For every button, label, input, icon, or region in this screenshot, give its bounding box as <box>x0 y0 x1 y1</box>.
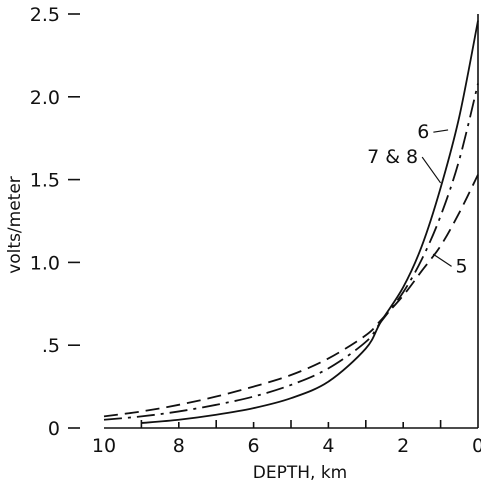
y-tick-label: 2.0 <box>30 87 60 109</box>
curve-label-leader <box>433 129 449 133</box>
curve-labels: 6 7 & 8 5 <box>367 121 468 277</box>
curve-label-leader <box>421 156 442 184</box>
y-tick-label: 0 <box>48 418 60 440</box>
axes <box>104 14 479 429</box>
curve-label-series-2: 7 & 8 <box>367 146 418 168</box>
x-tick-label: 4 <box>322 435 334 457</box>
x-ticks: 10 8 6 4 2 0 <box>92 420 481 457</box>
x-tick-label: 0 <box>472 435 481 457</box>
curve-label-series-1: 6 <box>417 121 429 143</box>
curve-series-1 <box>141 20 479 424</box>
curve-label-series-3: 5 <box>456 255 468 277</box>
x-tick-label: 8 <box>173 435 185 457</box>
y-tick-label: 1.5 <box>30 170 60 192</box>
x-tick-label: 2 <box>397 435 409 457</box>
curve-series-3 <box>103 174 479 418</box>
curves <box>103 20 479 424</box>
y-tick-label: 1.0 <box>30 252 60 274</box>
y-tick-label: .5 <box>42 335 60 357</box>
y-axis-title: volts/meter <box>5 176 25 274</box>
curve-label-leader <box>432 253 452 267</box>
curve-series-2 <box>103 83 479 421</box>
y-tick-label: 2.5 <box>30 4 60 26</box>
x-axis-title: DEPTH, km <box>253 463 347 483</box>
y-ticks: 0 .5 1.0 1.5 2.0 2.5 <box>30 4 80 440</box>
x-tick-label: 6 <box>248 435 260 457</box>
x-tick-label: 10 <box>92 435 116 457</box>
